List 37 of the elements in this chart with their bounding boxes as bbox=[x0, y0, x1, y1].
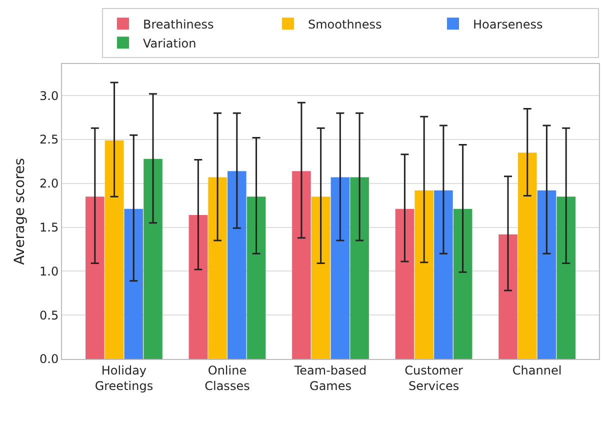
bar bbox=[208, 177, 227, 359]
bar bbox=[350, 177, 369, 359]
bar bbox=[556, 196, 576, 359]
y-tick-label: 2.0 bbox=[40, 176, 59, 191]
bar bbox=[228, 171, 246, 359]
bar bbox=[188, 215, 208, 359]
x-tick-label: Channel bbox=[512, 363, 562, 378]
bar bbox=[144, 158, 162, 359]
y-tick-label: 3.0 bbox=[40, 88, 59, 103]
legend-label: Hoarseness bbox=[473, 17, 543, 32]
legend-label: Smoothness bbox=[308, 17, 382, 32]
bar bbox=[537, 190, 556, 359]
bar bbox=[104, 140, 124, 359]
y-axis-title: Average scores bbox=[12, 158, 28, 265]
x-tick-label: Online Classes bbox=[204, 363, 250, 393]
y-tick-label: 0.0 bbox=[40, 352, 59, 366]
bar bbox=[414, 190, 434, 359]
legend-label: Variation bbox=[143, 36, 196, 50]
bar bbox=[498, 234, 518, 359]
bar bbox=[330, 177, 350, 359]
x-tick-label: Team-based Games bbox=[293, 363, 367, 393]
bar bbox=[246, 196, 266, 359]
bar bbox=[434, 190, 453, 359]
y-tick-label: 1.0 bbox=[40, 264, 59, 278]
bar bbox=[453, 208, 472, 359]
bar bbox=[292, 171, 311, 359]
bar bbox=[518, 152, 537, 359]
y-tick-label: 0.5 bbox=[40, 308, 59, 322]
bar bbox=[395, 208, 414, 359]
y-tick-label: 1.5 bbox=[40, 220, 59, 234]
x-tick-label: Holiday Greetings bbox=[94, 363, 154, 393]
x-tick-label: Customer Services bbox=[404, 363, 463, 393]
bar bbox=[311, 196, 330, 359]
legend-label: Breathiness bbox=[143, 17, 214, 32]
y-tick-label: 2.5 bbox=[40, 132, 59, 147]
bar bbox=[86, 196, 104, 359]
bar bbox=[124, 208, 144, 359]
